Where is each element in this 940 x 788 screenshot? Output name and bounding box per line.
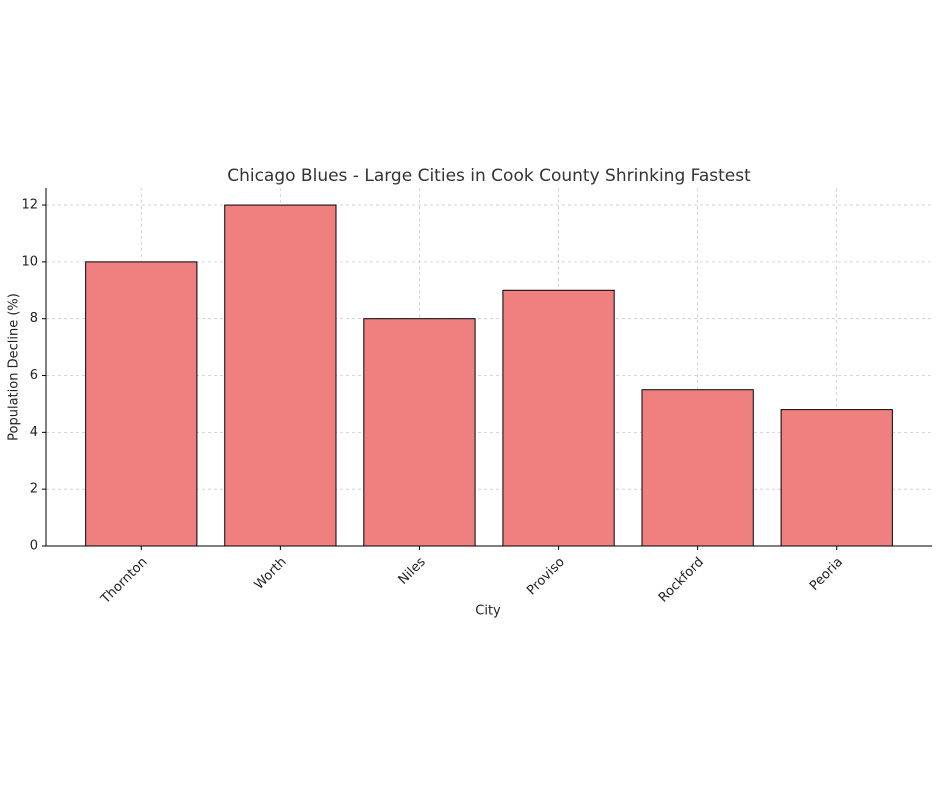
- bar: [641, 389, 754, 547]
- y-axis-label: Population Decline (%): [7, 293, 22, 441]
- chart-title: Chicago Blues - Large Cities in Cook Cou…: [227, 166, 751, 186]
- y-tick-label: 8: [30, 311, 38, 326]
- bar: [780, 409, 893, 547]
- x-tick-label: Thornton: [98, 555, 151, 608]
- y-tick-label: 2: [30, 482, 38, 497]
- x-tick-label: Niles: [396, 555, 429, 588]
- y-tick-label: 0: [30, 539, 38, 554]
- x-tick-label: Worth: [252, 555, 290, 593]
- bar: [502, 289, 615, 547]
- x-tick-label: Rockford: [656, 555, 707, 606]
- x-tick-label: Peoria: [807, 555, 846, 594]
- x-tick-label: Proviso: [524, 555, 568, 599]
- x-axis-label: City: [475, 604, 501, 619]
- bar: [85, 261, 198, 547]
- bar: [363, 318, 476, 547]
- y-tick-label: 6: [30, 368, 38, 383]
- bar: [224, 204, 337, 547]
- y-tick-label: 10: [21, 254, 38, 269]
- y-tick-label: 4: [30, 425, 38, 440]
- y-tick-label: 12: [21, 198, 38, 213]
